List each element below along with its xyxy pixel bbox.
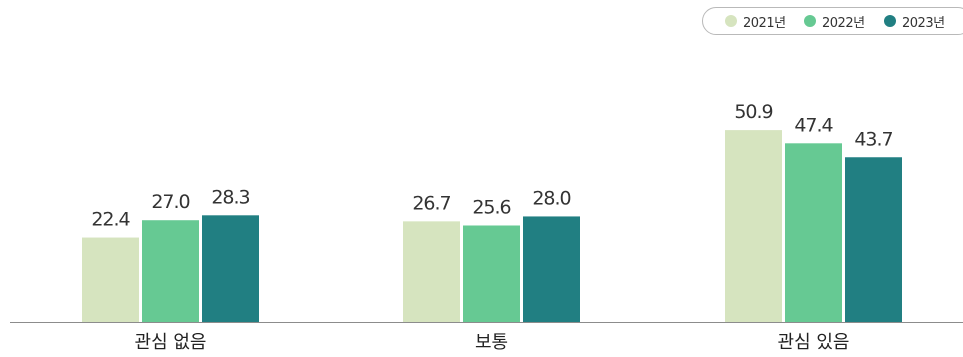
value-label-interested-2022: 47.4 xyxy=(794,114,833,136)
category-label-no-interest: 관심 없음 xyxy=(135,332,207,353)
value-label-no-interest-2022: 27.0 xyxy=(151,191,189,213)
legend-item-2023: 2023년 xyxy=(884,8,945,34)
legend-label-2022: 2022년 xyxy=(822,15,865,31)
chart-legend: 2021년 2022년 2023년 xyxy=(702,7,963,35)
bar-group-interested: 50.9 47.4 43.7 관심 있음 xyxy=(725,101,902,353)
legend-item-2022: 2022년 xyxy=(804,8,865,34)
legend-swatch-2023 xyxy=(884,15,896,27)
value-label-neutral-2021: 26.7 xyxy=(412,192,450,214)
value-label-interested-2023: 43.7 xyxy=(854,128,892,150)
value-label-no-interest-2023: 28.3 xyxy=(211,186,249,208)
legend-swatch-2021 xyxy=(725,15,737,27)
legend-swatch-2022 xyxy=(804,15,816,27)
bar-group-no-interest: 22.4 27.0 28.3 관심 없음 xyxy=(82,186,259,353)
bar-no-interest-2023 xyxy=(202,215,259,322)
category-label-neutral: 보통 xyxy=(475,332,508,353)
value-label-no-interest-2021: 22.4 xyxy=(91,209,130,231)
value-label-neutral-2022: 25.6 xyxy=(472,196,510,218)
bar-no-interest-2021 xyxy=(82,237,139,322)
bar-group-neutral: 26.7 25.6 28.0 보통 xyxy=(403,187,580,353)
value-label-neutral-2023: 28.0 xyxy=(532,187,570,209)
legend-item-2021: 2021년 xyxy=(725,8,786,34)
legend-label-2023: 2023년 xyxy=(902,15,945,31)
bar-interested-2022 xyxy=(785,143,842,322)
bar-interested-2023 xyxy=(845,157,902,322)
bar-neutral-2021 xyxy=(403,221,460,322)
legend-label-2021: 2021년 xyxy=(743,15,786,31)
category-label-interested: 관심 있음 xyxy=(778,332,850,353)
bar-interested-2021 xyxy=(725,130,782,322)
bar-no-interest-2022 xyxy=(142,220,199,322)
bar-neutral-2023 xyxy=(523,216,580,322)
bar-neutral-2022 xyxy=(463,225,520,322)
value-label-interested-2021: 50.9 xyxy=(734,101,772,123)
